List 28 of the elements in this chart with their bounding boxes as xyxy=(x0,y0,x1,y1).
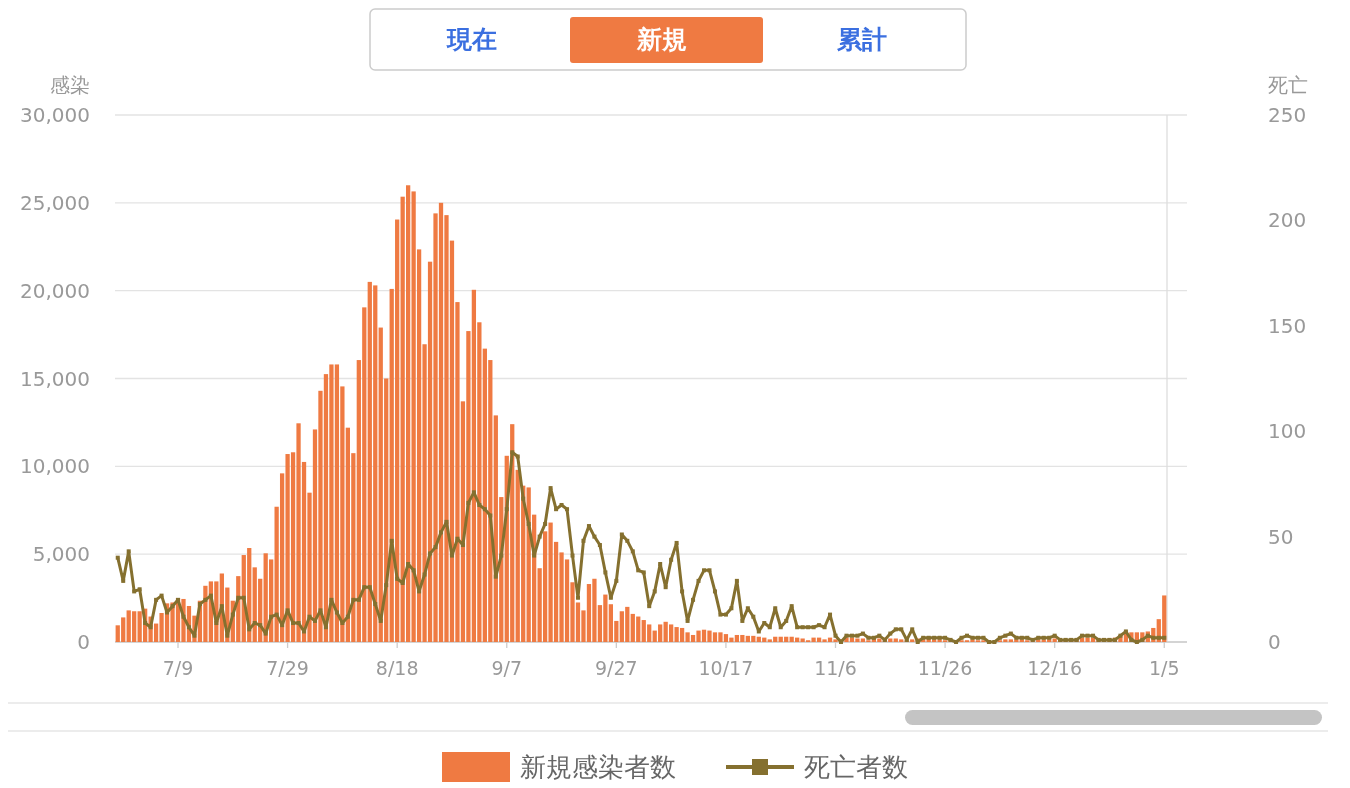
y-tick-label: 25,000 xyxy=(20,190,90,215)
legend-label: 新規感染者数 xyxy=(520,752,676,782)
x-tick-label: 11/6 xyxy=(814,657,857,679)
x-tick-label: 8/18 xyxy=(375,657,419,679)
y-tick-label: 30,000 xyxy=(20,103,90,127)
y2-axis-title: 死亡 xyxy=(1268,73,1308,97)
x-tick-label: 9/27 xyxy=(595,657,638,679)
y2-tick-label: 0 xyxy=(1268,630,1281,654)
x-tick-label: 11/26 xyxy=(917,657,973,679)
y2-tick-label: 150 xyxy=(1268,313,1307,338)
x-tick-label: 9/7 xyxy=(491,657,523,679)
y-tick-label: 15,000 xyxy=(20,366,90,391)
y-tick-label: 10,000 xyxy=(20,454,90,479)
y-tick-label: 20,000 xyxy=(20,278,90,303)
x-tick-label: 7/9 xyxy=(162,657,194,679)
y2-tick-label: 50 xyxy=(1268,524,1294,549)
legend-label: 死亡者数 xyxy=(804,752,908,782)
y-tick-label: 5,000 xyxy=(32,542,90,567)
x-tick-label: 10/17 xyxy=(698,657,754,679)
x-tick-label: 12/16 xyxy=(1027,657,1083,679)
y2-tick-label: 250 xyxy=(1268,103,1307,127)
y2-tick-label: 100 xyxy=(1268,419,1307,444)
y2-tick-label: 200 xyxy=(1268,208,1307,233)
y-tick-label: 0 xyxy=(77,630,90,654)
y-axis-title: 感染 xyxy=(50,73,90,97)
x-tick-label: 1/5 xyxy=(1148,657,1180,679)
x-tick-label: 7/29 xyxy=(266,657,309,679)
tabs: 現在 新規 累計 xyxy=(369,8,967,71)
